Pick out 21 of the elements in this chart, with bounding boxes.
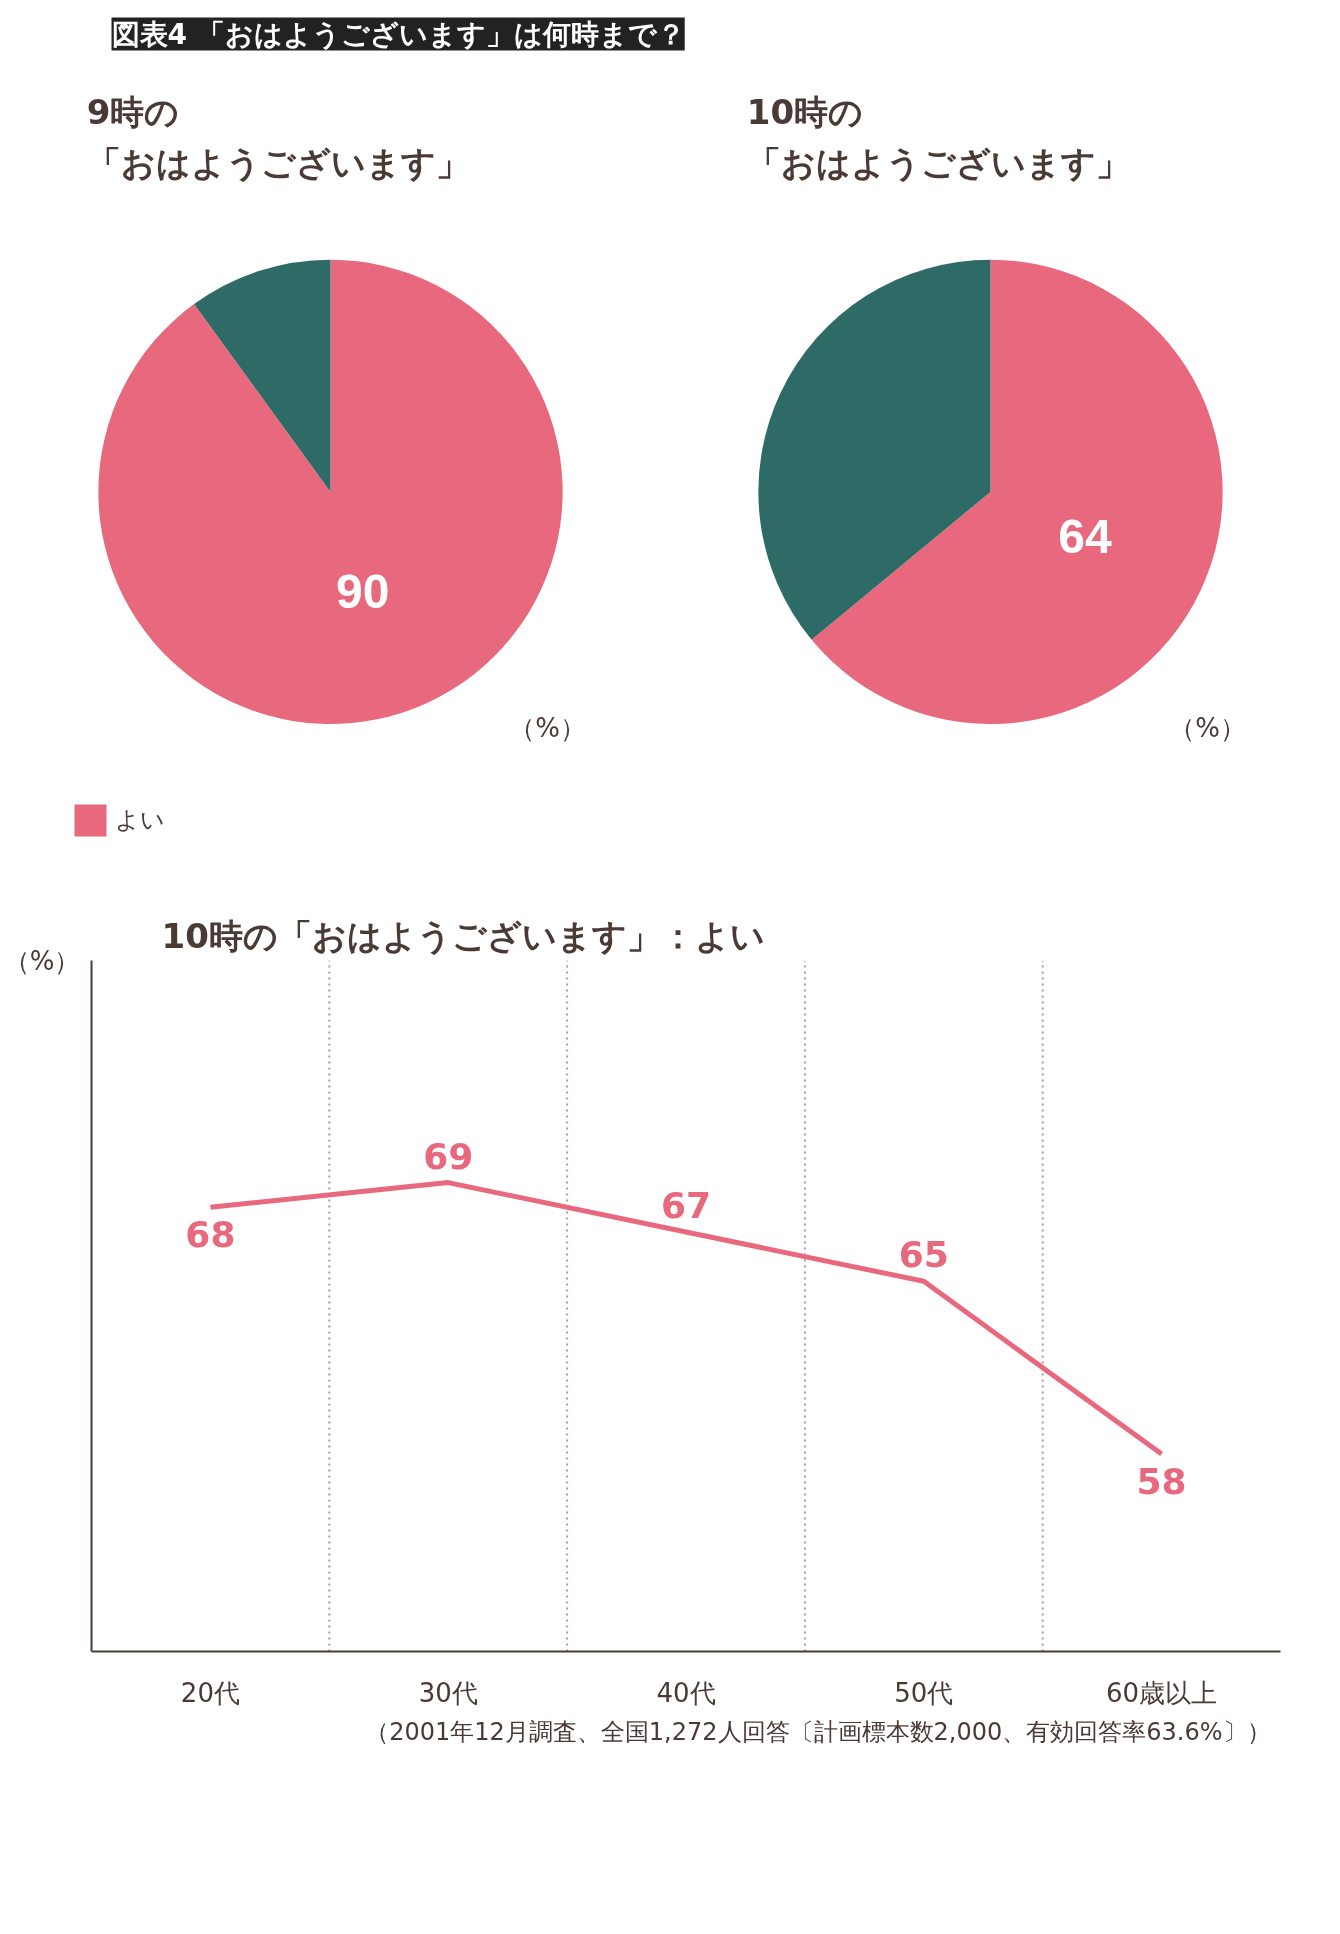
- data-label: 90: [336, 564, 390, 618]
- data-label: 58: [1136, 1461, 1187, 1503]
- text: （%）: [509, 712, 586, 743]
- chart-title: 10時の「おはようございます」: [746, 92, 1130, 184]
- text: 図表4 「おはようございます」は何時まで？: [111, 17, 685, 51]
- legend-label: よい: [115, 805, 165, 836]
- x-tick-label: 20代: [180, 1677, 240, 1708]
- data-label: 67: [660, 1184, 712, 1226]
- data-label: 64: [1058, 509, 1113, 563]
- chart-title: 10時の「おはようございます」：よい: [161, 915, 765, 956]
- text: （%）: [1169, 712, 1246, 743]
- x-tick-label: 30代: [418, 1677, 478, 1708]
- data-label: 69: [423, 1135, 474, 1177]
- y-axis-title: （%）: [3, 945, 81, 976]
- chart-title: 9時の「おはようございます」: [86, 92, 470, 184]
- x-tick-label: 60歳以上: [1106, 1677, 1218, 1708]
- data-label: 65: [898, 1234, 949, 1276]
- x-tick-label: 50代: [894, 1677, 954, 1708]
- x-tick-label: 40代: [656, 1677, 716, 1708]
- data-label: 68: [185, 1214, 236, 1256]
- text: （2001年12月調査、全国1,272人回答〔計画標本数2,000、有効回答率63.6%〕）: [365, 1717, 1271, 1746]
